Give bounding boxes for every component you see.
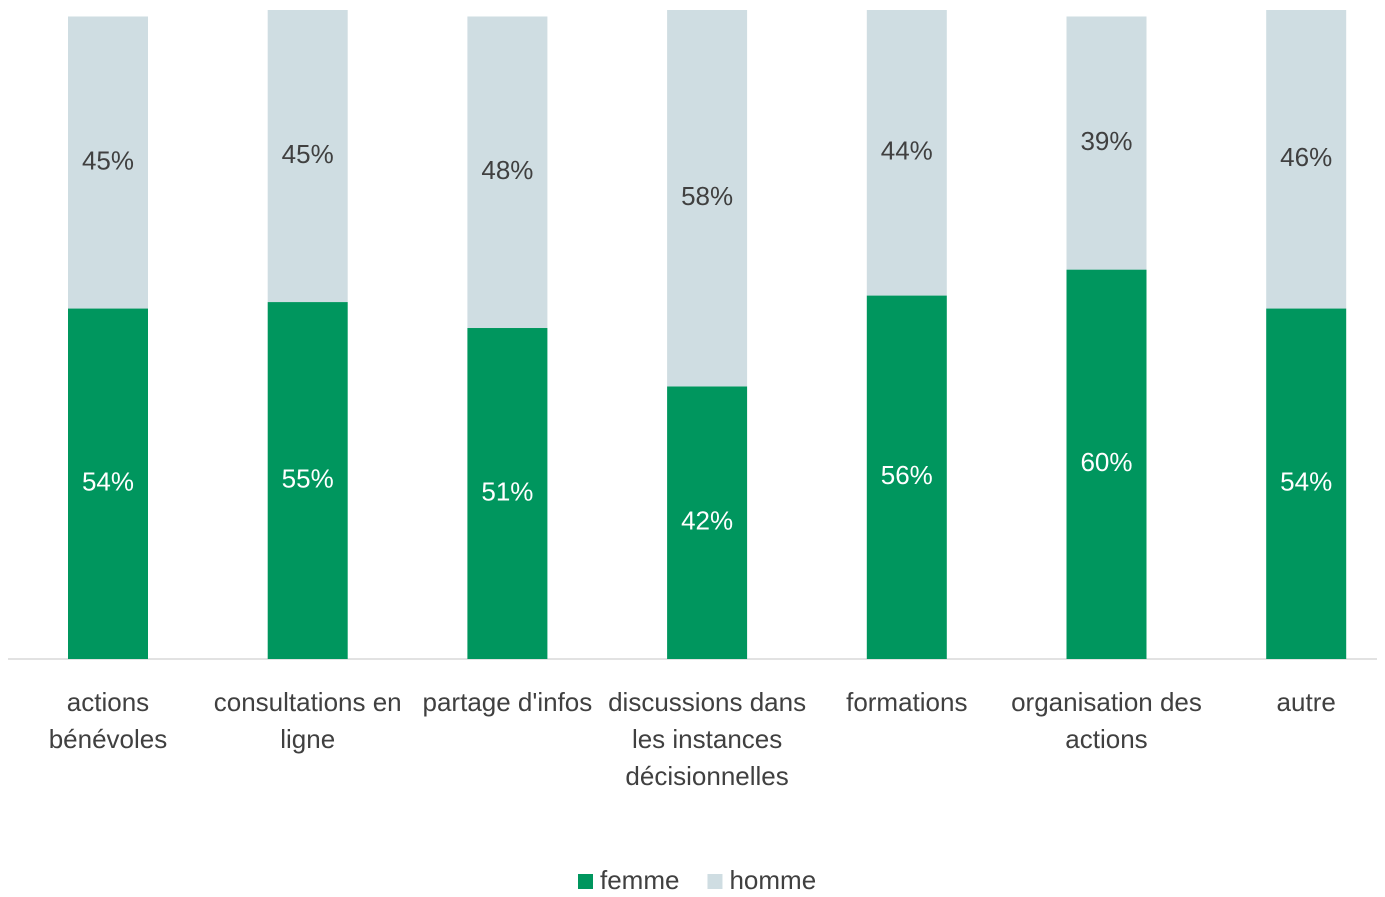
- bar-segment: [267, 302, 348, 659]
- data-label: 48%: [481, 155, 533, 185]
- bar-segment: [1066, 269, 1147, 659]
- data-label: 39%: [1080, 126, 1132, 156]
- data-label: 42%: [681, 506, 733, 536]
- bar-segment: [667, 10, 748, 387]
- bar-segment: [467, 328, 548, 659]
- legend-swatch: [578, 874, 593, 889]
- data-label: 45%: [82, 145, 134, 175]
- x-tick-label: actions bénévoles: [48, 687, 168, 754]
- bar-segment: [1066, 16, 1147, 270]
- data-label: 46%: [1280, 142, 1332, 172]
- bar-segment: [866, 10, 947, 296]
- legend-label: homme: [729, 865, 816, 895]
- x-tick-label: consultations en ligne: [213, 687, 402, 754]
- bar-segment: [866, 295, 947, 659]
- data-label: 44%: [881, 136, 933, 166]
- x-tick-label: partage d'infos: [422, 687, 593, 717]
- bar-segment: [667, 386, 748, 659]
- data-label: 54%: [1280, 467, 1332, 497]
- data-label: 54%: [82, 467, 134, 497]
- legend-swatch: [707, 874, 723, 889]
- bar-segment: [68, 308, 148, 659]
- data-label: 45%: [282, 139, 334, 169]
- x-tick-label: formations: [846, 687, 968, 717]
- x-tick-label: discussions dans les instances décisionn…: [608, 687, 807, 791]
- x-tick-label: autre: [1276, 687, 1336, 717]
- x-tick-label: organisation des actions: [1011, 687, 1202, 754]
- data-label: 58%: [681, 181, 733, 211]
- legend-label: femme: [600, 865, 679, 895]
- bar-segment: [267, 10, 348, 303]
- bar-segment: [1266, 308, 1347, 659]
- data-label: 56%: [881, 460, 933, 490]
- bar-segment: [467, 16, 548, 329]
- data-label: 60%: [1080, 447, 1132, 477]
- bar-segment: [68, 16, 148, 309]
- bar-segment: [1266, 10, 1347, 309]
- data-label: 55%: [282, 463, 334, 493]
- data-label: 51%: [481, 476, 533, 506]
